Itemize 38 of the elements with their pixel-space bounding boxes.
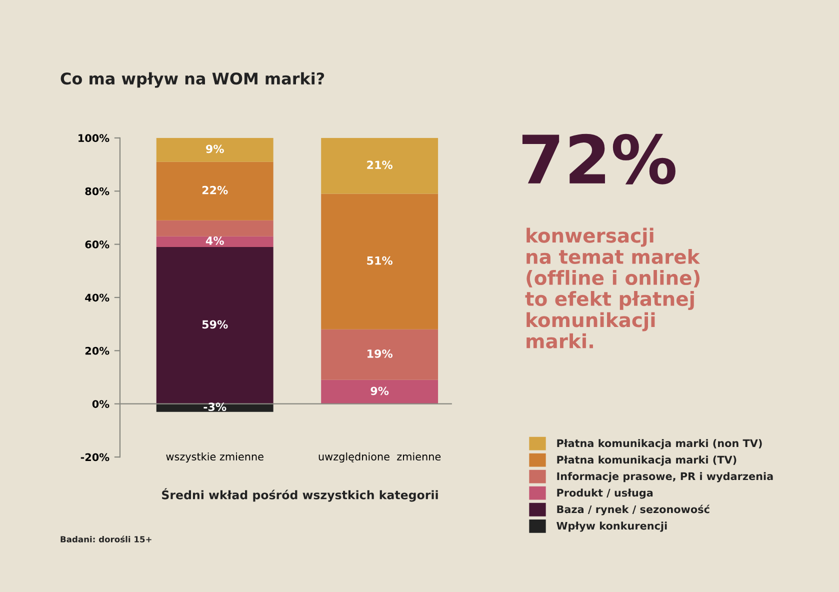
- legend-label: Płatna komunikacja marki (TV): [557, 456, 736, 466]
- legend-label: Wpływ konkurencji: [556, 522, 667, 532]
- x-tick-label: wszystkie zmienne: [166, 452, 264, 463]
- data-label: 4%: [206, 236, 224, 245]
- y-tick-label: 60%: [85, 240, 110, 248]
- x-tick-label: uwzględnione zmienne: [318, 452, 441, 463]
- y-tick-label: 0%: [92, 400, 110, 408]
- legend-label: Produkt / usługa: [557, 488, 653, 499]
- data-label: 59%: [202, 320, 228, 329]
- x-axis-title: Średni wkład pośród wszystkich kategorii: [162, 488, 438, 502]
- data-label: 9%: [370, 386, 389, 396]
- bar: [321, 138, 438, 194]
- y-tick-label: 80%: [85, 187, 110, 196]
- text: konwersacji na temat marek (offline i online) to efekt płatnej komunikacji marki.: [525, 228, 700, 348]
- legend-label: Płatna komunikacja marki (non TV): [557, 439, 762, 450]
- bar: [156, 236, 274, 247]
- bar: [156, 162, 274, 220]
- text: Badani: dorośli 15+: [60, 536, 152, 542]
- bar: [156, 220, 274, 236]
- y-tick-label: 20%: [85, 346, 110, 355]
- data-label: 22%: [202, 186, 228, 194]
- chart-title: Co ma wpływ na WOM marki?: [60, 72, 324, 88]
- y-tick-label: 100%: [78, 134, 110, 142]
- bar: [321, 194, 438, 330]
- bar: [156, 246, 274, 404]
- text: 72%: [522, 134, 676, 184]
- bar: [321, 380, 438, 404]
- y-tick-label: -20%: [80, 453, 110, 462]
- bar: [321, 329, 438, 380]
- legend-label: Informacje prasowe, PR i wydarzenia: [557, 472, 773, 482]
- data-label: 9%: [206, 144, 224, 154]
- data-label: -3%: [204, 402, 226, 412]
- data-label: 19%: [368, 349, 393, 358]
- bar: [156, 138, 274, 162]
- y-tick-label: 40%: [85, 294, 110, 302]
- data-label: 21%: [367, 160, 393, 170]
- legend-label: Baza / rynek / sezonowość: [557, 504, 710, 516]
- data-label: 51%: [367, 256, 393, 265]
